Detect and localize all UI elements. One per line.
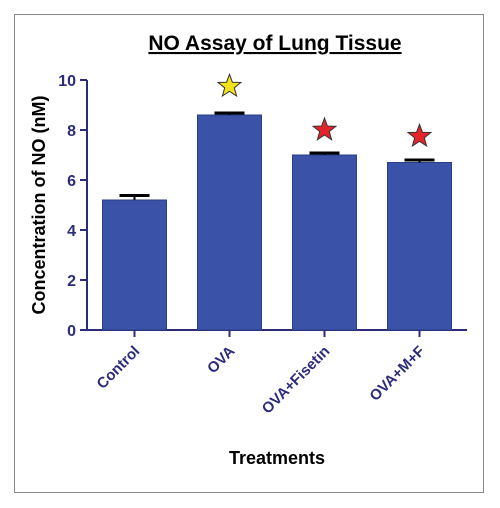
y-tick-label: 2: [67, 273, 76, 290]
figure-border: [14, 14, 484, 493]
y-axis-label: Concentration of NO (nM): [29, 96, 49, 315]
bar-ova-fisetin: [292, 154, 357, 331]
y-tick-label: 0: [67, 323, 76, 340]
y-tick-label: 6: [67, 173, 76, 190]
chart-title: NO Assay of Lung Tissue: [148, 32, 401, 55]
significance-star-icon: [311, 116, 338, 141]
y-tick-label: 10: [58, 73, 76, 90]
bar-control: [102, 199, 167, 331]
y-tick-label: 4: [67, 223, 76, 240]
bar-ova-m-f: [387, 162, 452, 331]
bar-ova: [197, 114, 262, 331]
significance-star-icon: [406, 122, 433, 148]
x-tick-label: OVA+Fisetin: [259, 343, 334, 418]
x-tick-label: Control: [94, 343, 144, 393]
x-axis-label: Treatments: [229, 448, 325, 468]
y-tick-label: 8: [67, 123, 76, 140]
x-tick-label: OVA+M+F: [366, 343, 428, 405]
plot-area: 0 2 4 6 8 10 Control OVA OVA+Fisetin OVA+M+F: [58, 72, 467, 418]
significance-star-icon: [216, 72, 243, 98]
x-tick-label: OVA: [204, 343, 238, 377]
